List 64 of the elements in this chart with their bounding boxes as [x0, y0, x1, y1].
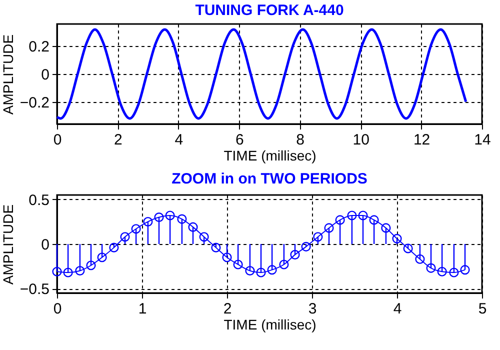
- point: [403, 244, 413, 254]
- point: [358, 210, 368, 220]
- point: [75, 266, 85, 276]
- point: [86, 260, 96, 270]
- chart-title: ZOOM in on TWO PERIODS: [172, 170, 368, 188]
- x-tick-label: 1: [138, 300, 147, 318]
- point: [301, 242, 311, 252]
- y-tick-label: 0: [41, 236, 50, 254]
- point: [222, 252, 232, 262]
- y-tick-label: −0.2: [20, 94, 50, 112]
- y-tick-label: 0.2: [28, 38, 50, 56]
- point: [449, 268, 459, 278]
- x-tick-label: 3: [308, 300, 317, 318]
- point: [347, 210, 357, 220]
- y-axis-title: AMPLITUDE: [0, 204, 16, 285]
- line-series: [56, 28, 468, 120]
- point: [177, 214, 187, 224]
- point: [109, 242, 119, 252]
- point: [256, 268, 266, 278]
- point: [369, 215, 379, 225]
- point: [426, 263, 436, 273]
- point: [460, 265, 470, 275]
- y-axis-title: AMPLITUDE: [0, 34, 16, 115]
- point: [324, 223, 334, 233]
- x-tick-label: 0: [53, 132, 62, 148]
- chart-title: TUNING FORK A-440: [195, 2, 344, 19]
- x-tick-label: 14: [474, 132, 491, 148]
- point: [279, 260, 289, 270]
- x-tick-label: 6: [235, 132, 244, 148]
- point: [437, 266, 447, 276]
- y-tick-label: −0.5: [20, 281, 50, 298]
- point: [392, 234, 402, 244]
- point: [131, 224, 141, 234]
- x-tick-label: 12: [413, 132, 430, 148]
- point: [199, 232, 209, 242]
- point: [211, 242, 221, 252]
- x-tick-label: 2: [114, 132, 122, 148]
- x-axis-title: TIME (millisec): [224, 316, 316, 332]
- point: [267, 265, 277, 275]
- x-tick-label: 10: [352, 132, 370, 148]
- point: [290, 250, 300, 260]
- point: [165, 210, 175, 220]
- x-tick-label: 4: [174, 132, 184, 148]
- point: [143, 216, 153, 226]
- point: [97, 252, 107, 262]
- point: [415, 254, 425, 264]
- x-tick-label: 0: [53, 300, 62, 318]
- point: [188, 222, 198, 232]
- point: [154, 212, 164, 222]
- point: [245, 266, 255, 276]
- point: [120, 232, 130, 242]
- x-tick-label: 2: [223, 300, 232, 318]
- point: [52, 266, 62, 276]
- point: [313, 232, 323, 242]
- point: [63, 268, 73, 278]
- x-axis-title: TIME (millisec): [224, 148, 316, 164]
- x-tick-label: 5: [478, 300, 487, 318]
- y-tick-label: 0.5: [28, 192, 50, 209]
- x-tick-label: 4: [393, 300, 402, 318]
- y-tick-label: 0: [41, 66, 50, 84]
- point: [335, 215, 345, 225]
- point: [381, 223, 391, 233]
- point: [233, 260, 243, 270]
- x-tick-label: 8: [296, 132, 305, 148]
